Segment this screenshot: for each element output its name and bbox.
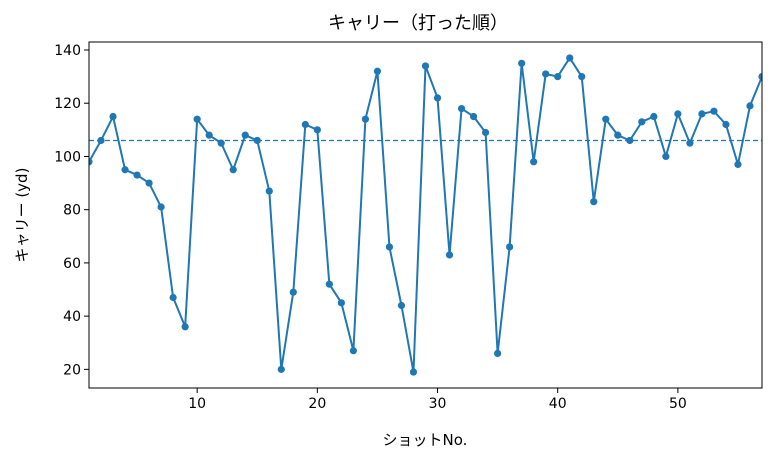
y-tick-label: 120 [54,96,81,112]
x-tick-label: 20 [308,396,326,412]
y-tick-label: 140 [54,43,81,59]
data-point [554,73,562,81]
data-point [638,118,646,126]
data-point [193,115,201,123]
data-point [181,323,189,331]
data-point [157,203,165,211]
data-point [89,158,93,166]
data-point [265,187,273,195]
plot-area [89,54,762,376]
plot-frame [88,41,763,389]
data-point [421,62,430,70]
data-point [674,110,682,118]
y-tick-label: 80 [63,203,81,219]
y-tick-label: 100 [54,149,81,165]
data-point [325,280,333,288]
data-point [530,158,538,166]
data-point [97,136,105,145]
data-point [349,347,357,355]
data-point [241,131,249,139]
data-point [397,301,406,310]
data-point [217,139,225,147]
data-point [145,179,153,187]
data-point [506,243,514,251]
x-tick-label: 30 [429,396,447,412]
data-point [385,243,394,251]
data-point [289,288,297,296]
x-tick-label: 40 [549,396,567,412]
data-point [469,112,478,121]
data-point [229,166,237,174]
data-point [698,110,706,118]
data-point [277,365,285,373]
data-point [602,115,610,123]
data-point [373,67,382,75]
series-line [89,56,762,374]
y-tick-label: 60 [63,256,81,272]
data-point [662,152,670,161]
y-tick-label: 40 [63,309,81,325]
data-point [205,131,213,139]
data-point [542,70,550,78]
data-point [494,349,502,357]
data-point [590,198,598,206]
data-point [722,120,730,129]
x-tick-label: 10 [188,396,206,412]
data-point [409,368,418,376]
data-point [710,107,718,115]
data-point [301,120,309,129]
data-point [614,131,622,139]
data-point [566,54,574,62]
data-point [626,136,634,145]
x-axis-label: ショットNo. [383,431,468,449]
data-point [650,112,658,121]
data-point [121,166,129,174]
data-point [518,59,526,67]
data-point [445,251,454,259]
y-axis-label: キャリー (yd) [13,168,31,263]
x-axis-ticks: 10 20 30 40 50 [188,388,687,412]
chart-title: キャリー（打った順） [328,13,508,34]
data-point [337,299,345,307]
data-point [253,136,261,145]
data-point [109,112,117,121]
data-point [133,171,141,179]
y-axis-ticks: 20 40 60 80 100 120 140 [54,43,89,378]
y-tick-label: 20 [63,362,81,378]
data-point [578,73,586,81]
data-point [361,115,370,123]
data-point [481,128,490,137]
data-point [313,126,321,134]
data-point [433,94,442,102]
x-tick-label: 50 [669,396,687,412]
data-point [746,102,754,110]
data-point [457,104,466,113]
data-point [734,160,742,169]
data-point [686,139,694,147]
data-point [758,73,762,81]
data-point [169,293,177,302]
